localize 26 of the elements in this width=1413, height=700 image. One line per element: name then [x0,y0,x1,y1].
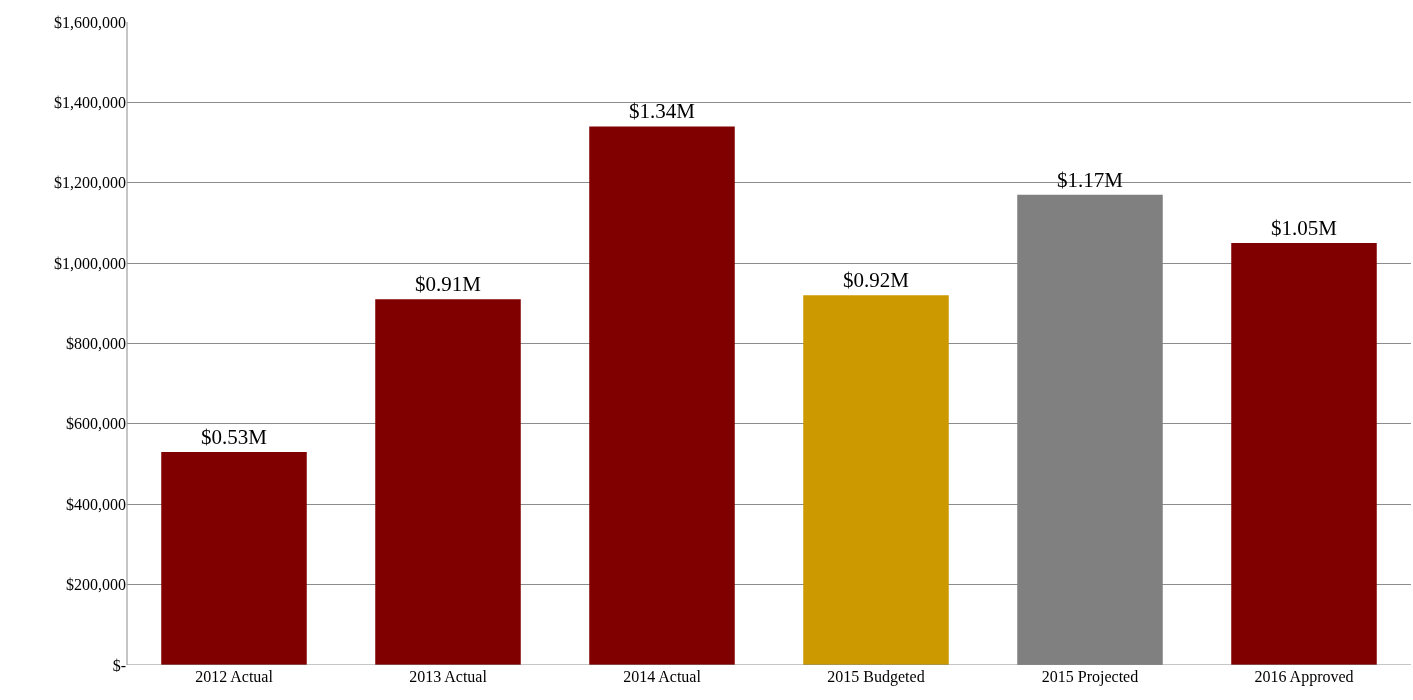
bar [375,299,521,665]
y-tick-label: $800,000 [66,335,126,353]
data-label: $1.34M [628,99,696,124]
bar [1231,243,1377,665]
data-label: $0.53M [200,425,268,450]
x-tick-label: 2015 Projected [1041,668,1139,686]
y-tick-label: $1,000,000 [54,254,126,272]
bar [161,452,307,665]
y-tick-label: $- [112,656,126,674]
y-tick-label: $1,600,000 [54,13,126,31]
data-label: $1.17M [1056,167,1124,192]
y-tick-label: $400,000 [66,495,126,513]
y-tick-label: $600,000 [66,415,126,433]
data-label: $0.92M [842,268,910,293]
bar [589,126,735,665]
y-tick-label: $200,000 [66,576,126,594]
x-tick-label: 2012 Actual [195,668,274,685]
y-tick-label: $1,400,000 [54,93,126,111]
data-label: $0.91M [414,272,482,297]
x-tick-label: 2016 Approved [1254,668,1354,686]
y-tick-label: $1,200,000 [54,174,126,192]
x-tick-label: 2013 Actual [409,668,488,685]
x-tick-label: 2015 Budgeted [827,668,925,686]
x-tick-label: 2014 Actual [623,668,702,685]
data-label: $1.05M [1270,216,1338,241]
bar [803,295,949,665]
